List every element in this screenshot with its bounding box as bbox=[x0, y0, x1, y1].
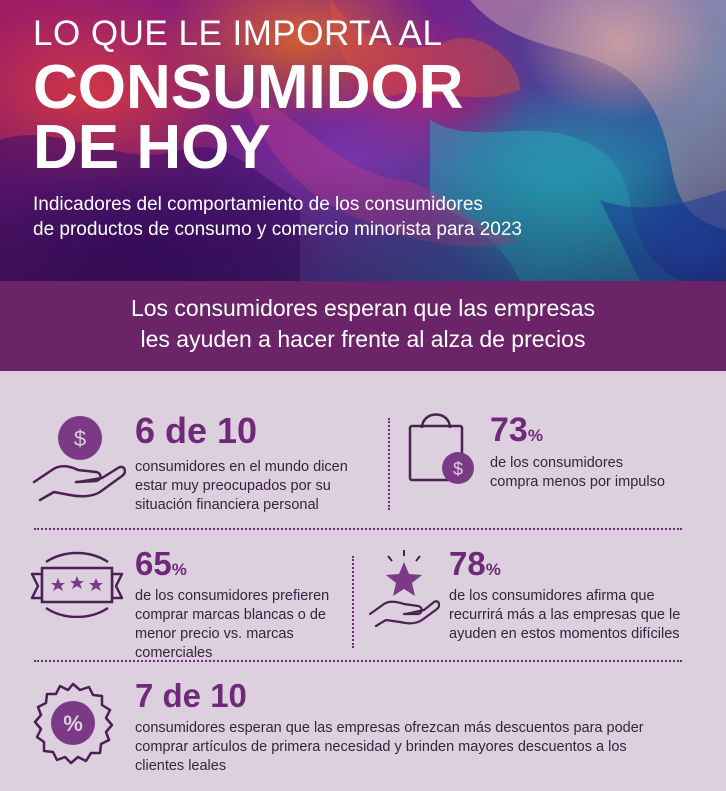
stat-figure: 65% bbox=[135, 545, 187, 582]
stat-description: consumidores esperan que las empresas of… bbox=[135, 720, 644, 774]
stat-description: de los consumidores prefieren comprar ma… bbox=[135, 588, 330, 661]
divider-vertical-2 bbox=[352, 556, 354, 648]
svg-text:%: % bbox=[63, 711, 83, 736]
stat-block-5: 7 de 10 consumidores esperan que las emp… bbox=[135, 678, 644, 776]
rating-banner-icon bbox=[30, 551, 124, 618]
stat-figure: 7 de 10 bbox=[135, 677, 247, 714]
hero-subtitle-line2: de productos de consumo y comercio minor… bbox=[33, 219, 522, 240]
headline-banner: Los consumidores esperan que las empresa… bbox=[0, 281, 726, 371]
abstract-paint-background bbox=[0, 0, 726, 281]
hero-subtitle-line1: Indicadores del comportamiento de los co… bbox=[33, 194, 483, 215]
hand-coin-icon: $ bbox=[32, 416, 126, 502]
hero-headline-line2: DE HOY bbox=[33, 113, 271, 182]
stat-figure: 78% bbox=[449, 545, 501, 582]
hero-text-block: LO QUE LE IMPORTA AL CONSUMIDOR DE HOY I… bbox=[33, 14, 713, 242]
stat-figure: 6 de 10 bbox=[135, 410, 258, 451]
stat-block-4: 78% de los consumidores afirma que recur… bbox=[449, 546, 680, 644]
stat-description: de los consumidores compra menos por imp… bbox=[490, 455, 665, 490]
stat-description: de los consumidores afirma que recurrirá… bbox=[449, 588, 681, 642]
svg-text:$: $ bbox=[453, 459, 463, 479]
stat-figure: 73% bbox=[490, 411, 543, 449]
hero-kicker: LO QUE LE IMPORTA AL bbox=[33, 14, 443, 53]
banner-line-1: Los consumidores esperan que las empresa… bbox=[130, 295, 596, 321]
discount-badge-icon: % bbox=[33, 682, 114, 765]
hero-image: LO QUE LE IMPORTA AL CONSUMIDOR DE HOY I… bbox=[0, 0, 726, 281]
banner-line-2: les ayuden a hacer frente al alza de pre… bbox=[140, 326, 586, 352]
hero-headline-line1: CONSUMIDOR bbox=[33, 53, 464, 122]
stat-block-2: 73% de los consumidores compra menos por… bbox=[490, 412, 665, 492]
divider-vertical-1 bbox=[388, 418, 390, 510]
hand-star-icon bbox=[368, 550, 440, 628]
divider-horizontal-2 bbox=[34, 660, 682, 662]
divider-horizontal-1 bbox=[34, 528, 682, 530]
stat-block-1: 6 de 10 consumidores en el mundo dicen e… bbox=[135, 412, 348, 515]
svg-text:$: $ bbox=[74, 426, 86, 451]
shopping-bag-icon: $ bbox=[408, 413, 474, 484]
stat-block-3: 65% de los consumidores prefieren compra… bbox=[135, 546, 329, 663]
stat-description: consumidores en el mundo dicen estar muy… bbox=[135, 459, 348, 513]
